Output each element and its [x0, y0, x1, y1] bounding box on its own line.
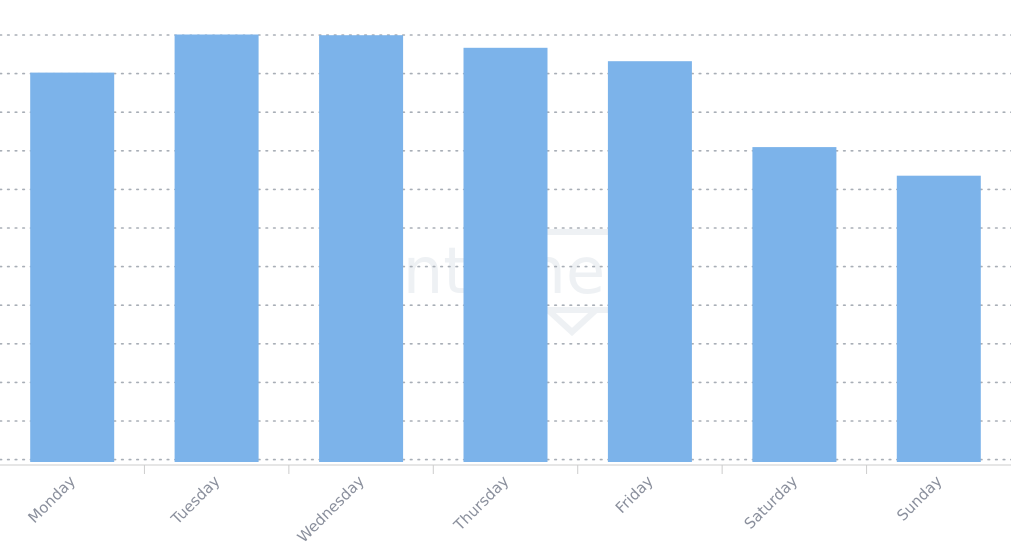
bar-sunday[interactable]	[896, 175, 981, 462]
x-axis	[0, 464, 1011, 474]
x-tick-labels: Monday Tuesday Wednesday Thursday Friday Satu…	[24, 472, 945, 546]
bar-friday[interactable]	[607, 61, 692, 462]
x-tick-label-tuesday: Tuesday	[167, 472, 224, 529]
x-tick-label-saturday: Saturday	[741, 472, 802, 533]
watermark-bubble-tail	[545, 307, 599, 337]
bar-monday[interactable]	[30, 72, 115, 462]
bar-wednesday[interactable]	[319, 35, 404, 462]
x-tick-label-monday: Monday	[24, 472, 79, 527]
x-tick-label-thursday: Thursday	[450, 472, 513, 535]
bar-thursday[interactable]	[463, 47, 548, 463]
bars	[30, 34, 981, 463]
x-tick-label-sunday: Sunday	[893, 472, 946, 525]
x-tick-label-friday: Friday	[612, 472, 657, 517]
bar-tuesday[interactable]	[174, 34, 259, 463]
x-tick-label-wednesday: Wednesday	[294, 472, 368, 546]
bar-saturday[interactable]	[752, 147, 837, 462]
grid-lines	[0, 34, 1011, 461]
